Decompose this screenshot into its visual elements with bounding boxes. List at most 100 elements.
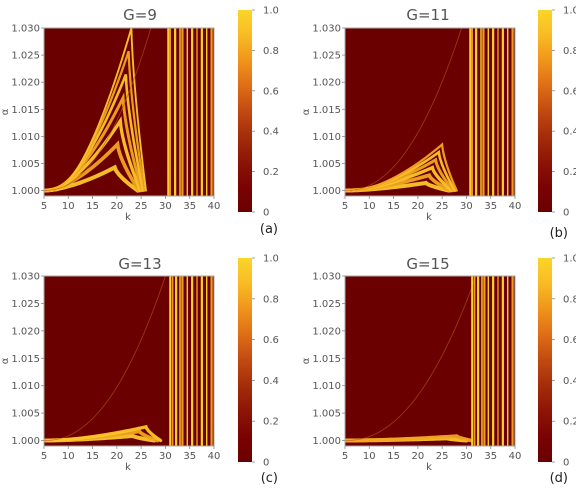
y-tick-label: 1.005 [11,159,40,170]
x-axis-label: k [426,462,432,473]
x-tick-label: 15 [86,451,99,462]
colorbar-tick-label: 0.4 [563,127,576,138]
panel-d: G=15 5 10 15 20 25 30 35 40 1.000 1.005 1.010 1.015 1… [301,254,576,487]
y-tick-label: 1.020 [11,326,40,337]
x-tick-label: 25 [436,201,449,212]
tongue-band [54,28,147,192]
panel-letter: (a) [260,222,278,237]
panel-title: G=11 [406,6,449,24]
panel-title: G=13 [118,255,161,273]
y-tick-label: 1.015 [312,105,341,116]
colorbar-tick-label: 0.2 [263,167,279,178]
panel-letter: (b) [550,226,568,241]
faint-resonance-curve [44,28,152,191]
panel-letter: (d) [550,471,568,486]
colorbar-tick-label: 1.0 [263,254,279,265]
colorbar-tick-label: 1.0 [563,254,576,265]
tongue-band [353,142,458,192]
heatmap-area [345,28,514,196]
x-tick-label: 10 [62,201,75,212]
x-tick-label: 5 [41,451,47,462]
x-tick-label: 40 [509,451,522,462]
colorbar-tick-label: 0.4 [263,127,279,138]
panel-c: G=13 5 10 15 20 25 30 35 40 1.000 1.005 1.010 1.015 1… [0,254,279,487]
heatmap-background [345,28,515,196]
panel-b: G=11 5 10 15 20 25 30 35 40 1.000 1.005 1.010 1.015 1… [301,6,576,242]
faint-resonance-curve [345,276,477,441]
y-axis-label: α [0,357,11,364]
colorbar-tick-label: 0.8 [263,294,279,305]
heatmap-area [44,276,213,446]
colorbar-tick-label: 0.8 [563,294,576,305]
colorbar-tick-label: 0.4 [563,376,576,387]
tongue-band [44,164,140,193]
x-tick-label: 35 [484,201,497,212]
heatmap-background [345,276,515,446]
colorbar-tick-label: 0.6 [263,335,279,346]
x-tick-label: 40 [509,201,522,212]
x-tick-label: 15 [86,201,99,212]
x-tick-label: 25 [436,451,449,462]
y-axis-label: α [301,108,312,115]
colorbar-tick-label: 0.4 [263,376,279,387]
colorbar-tick-label: 1.0 [263,6,279,17]
panel-a: G=9 5 10 15 20 25 30 35 40 1.000 1.005 1.010 1.015 1.… [0,6,279,238]
colorbar-tick-label: 0 [263,208,269,219]
plot-frame [344,275,516,447]
y-tick-label: 1.030 [312,272,341,283]
x-tick-label: 20 [411,451,424,462]
y-tick-label: 1.030 [11,24,40,35]
x-tick-label: 25 [135,201,148,212]
heatmap-area [345,276,514,446]
y-tick-label: 1.030 [11,272,40,283]
x-tick-label: 10 [363,451,376,462]
y-tick-label: 1.025 [11,299,40,310]
heatmap-background [44,276,214,446]
y-tick-label: 1.030 [312,24,341,35]
colorbar-tick-label: 0 [563,458,569,469]
y-tick-label: 1.015 [11,354,40,365]
colorbar-tick-label: 0.2 [563,167,576,178]
y-tick-label: 1.025 [312,51,341,62]
x-axis-label: k [426,212,432,223]
x-tick-label: 5 [342,201,348,212]
x-tick-label: 10 [363,201,376,212]
y-tick-label: 1.025 [312,299,341,310]
colorbar-tick-label: 0 [563,208,569,219]
x-tick-label: 35 [484,451,497,462]
tongue-band [46,424,163,443]
y-tick-label: 1.005 [11,409,40,420]
x-tick-label: 40 [208,451,221,462]
y-tick-label: 1.020 [11,78,40,89]
y-tick-label: 1.005 [312,159,341,170]
x-tick-label: 30 [460,201,473,212]
faint-resonance-curve [44,276,166,441]
x-tick-label: 15 [387,451,400,462]
plot-frame [344,27,516,197]
x-tick-label: 40 [208,201,221,212]
y-tick-label: 1.020 [312,78,341,89]
x-tick-label: 5 [342,451,348,462]
y-tick-label: 1.010 [312,381,341,392]
y-axis-label: α [0,108,11,115]
plot-frame [43,275,215,447]
faint-resonance-curve [345,28,462,191]
x-tick-label: 15 [387,201,400,212]
x-tick-label: 10 [62,451,75,462]
x-tick-label: 30 [460,451,473,462]
x-tick-label: 30 [159,201,172,212]
y-tick-label: 1.000 [312,436,341,447]
y-tick-label: 1.005 [312,409,341,420]
colorbar-tick-label: 0.2 [263,417,279,428]
x-tick-label: 30 [159,451,172,462]
y-tick-label: 1.010 [11,381,40,392]
colorbar-tick-label: 0.6 [563,86,576,97]
colorbar [238,10,252,212]
heatmap-area [44,28,213,196]
x-tick-label: 20 [411,201,424,212]
colorbar-tick-label: 1.0 [563,6,576,17]
x-axis-label: k [125,212,131,223]
y-tick-label: 1.010 [312,132,341,143]
